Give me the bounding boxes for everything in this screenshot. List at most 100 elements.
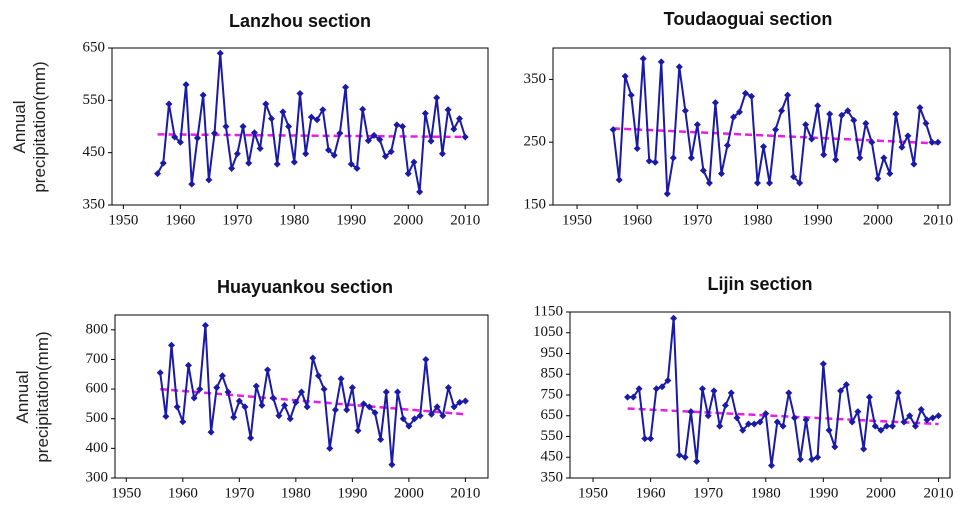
data-point <box>365 403 373 411</box>
data-point <box>629 393 637 401</box>
data-point <box>639 55 647 63</box>
data-point <box>179 418 187 426</box>
x-tick-label: 2010 <box>450 485 480 501</box>
data-point <box>791 414 799 422</box>
y-tick-label: 650 <box>83 39 106 55</box>
data-point <box>832 156 840 164</box>
data-point <box>651 158 659 166</box>
data-point <box>235 397 243 405</box>
data-point <box>353 164 361 172</box>
x-tick-label: 1970 <box>682 212 712 228</box>
data-point <box>675 63 683 71</box>
x-tick-label: 1950 <box>111 485 141 501</box>
data-point <box>693 121 701 129</box>
data-point <box>302 150 310 158</box>
data-point <box>348 384 356 392</box>
data-point <box>376 136 384 144</box>
y-tick-label: 400 <box>86 440 109 456</box>
x-tick-label: 1960 <box>636 485 666 501</box>
x-tick-label: 1960 <box>622 212 652 228</box>
data-point <box>699 166 707 174</box>
data-point <box>850 116 858 124</box>
data-point <box>394 388 402 396</box>
data-point <box>880 154 888 162</box>
data-point <box>364 137 372 145</box>
data-point <box>343 406 351 414</box>
data-point <box>838 111 846 119</box>
data-point <box>290 158 298 166</box>
data-point <box>860 445 868 453</box>
data-point <box>663 190 671 198</box>
data-point <box>796 179 804 187</box>
data-point <box>837 387 845 395</box>
data-point <box>230 413 238 421</box>
data-point <box>320 385 328 393</box>
data-point <box>307 113 315 121</box>
data-point <box>450 125 458 133</box>
y-tick-label: 550 <box>541 428 564 444</box>
data-point <box>309 354 317 362</box>
y-tick-label: 750 <box>541 386 564 402</box>
data-point <box>314 372 322 380</box>
x-tick-label: 1980 <box>281 485 311 501</box>
data-point <box>439 412 447 420</box>
x-tick-label: 2000 <box>863 212 893 228</box>
data-point <box>404 170 412 178</box>
data-point <box>444 106 452 114</box>
plot-frame <box>552 47 951 206</box>
plot-frame <box>111 47 489 206</box>
data-point <box>292 398 300 406</box>
data-point <box>342 83 350 91</box>
y-tick-label: 300 <box>86 469 109 485</box>
plot-frame <box>114 314 489 479</box>
data-point <box>831 443 839 451</box>
data-point <box>900 418 908 426</box>
data-point <box>159 159 167 167</box>
data-point <box>427 410 435 418</box>
data-point <box>762 410 770 418</box>
data-point <box>670 314 678 322</box>
data-point <box>904 132 912 140</box>
data-point <box>814 453 822 461</box>
data-point <box>275 412 283 420</box>
x-tick-label: 1990 <box>808 485 838 501</box>
data-point <box>621 72 629 80</box>
data-point <box>750 420 758 428</box>
trend-line <box>160 387 466 416</box>
data-point <box>862 119 870 127</box>
y-tick-label: 450 <box>83 144 106 160</box>
y-axis-label: Annual precipitation(mm) <box>10 60 49 193</box>
trend-line <box>627 407 939 426</box>
data-point <box>359 105 367 113</box>
data-point <box>796 455 804 463</box>
data-point <box>868 138 876 146</box>
data-point <box>354 427 362 435</box>
data-point <box>456 398 464 406</box>
data-point <box>871 422 879 430</box>
x-tick-label: 2010 <box>923 212 953 228</box>
data-point <box>848 418 856 426</box>
data-point <box>883 422 891 430</box>
x-tick-label: 1950 <box>578 485 608 501</box>
y-tick-label: 600 <box>86 381 109 397</box>
data-point <box>388 461 396 469</box>
trend-line <box>613 127 939 145</box>
y-tick-label: 700 <box>86 351 109 367</box>
data-point <box>258 401 266 409</box>
data-point <box>176 138 184 146</box>
x-tick-label: 1980 <box>751 485 781 501</box>
data-point <box>898 143 906 151</box>
data-point <box>319 106 327 114</box>
chart-title: Huayuankou section <box>217 277 393 297</box>
data-point <box>171 133 179 141</box>
data-point <box>377 435 385 443</box>
data-point <box>461 133 469 141</box>
data-point <box>647 435 655 443</box>
data-point <box>754 179 762 187</box>
data-point <box>216 49 224 57</box>
data-point <box>416 412 424 420</box>
data-point <box>785 389 793 397</box>
data-point <box>247 434 255 442</box>
